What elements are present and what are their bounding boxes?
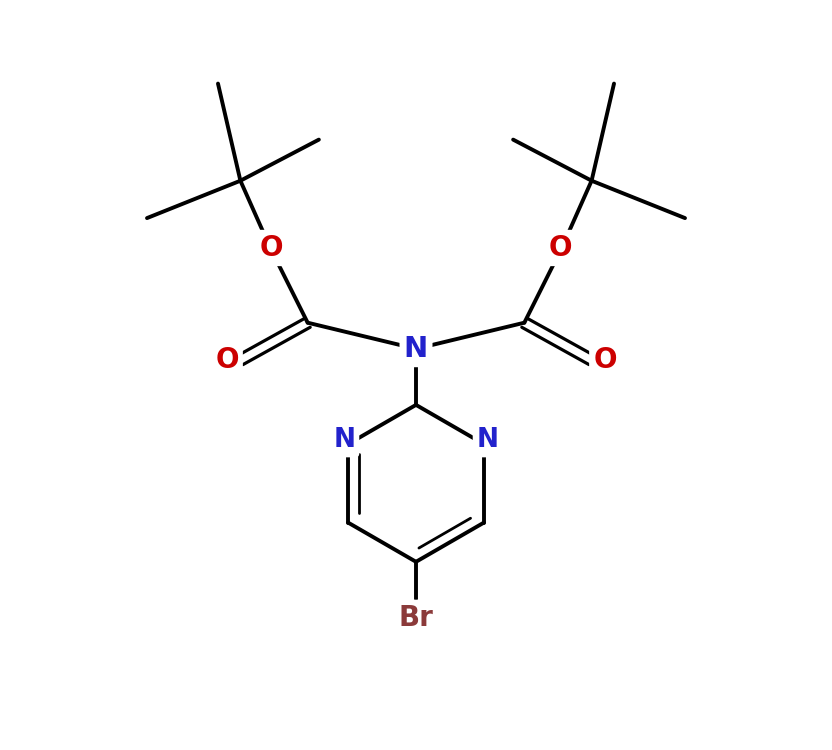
Text: O: O (260, 234, 284, 262)
Text: N: N (477, 427, 498, 454)
Text: O: O (215, 346, 239, 374)
Text: Br: Br (399, 604, 433, 632)
Text: N: N (404, 334, 428, 363)
Text: N: N (334, 427, 355, 454)
Text: O: O (593, 346, 617, 374)
Text: O: O (548, 234, 572, 262)
